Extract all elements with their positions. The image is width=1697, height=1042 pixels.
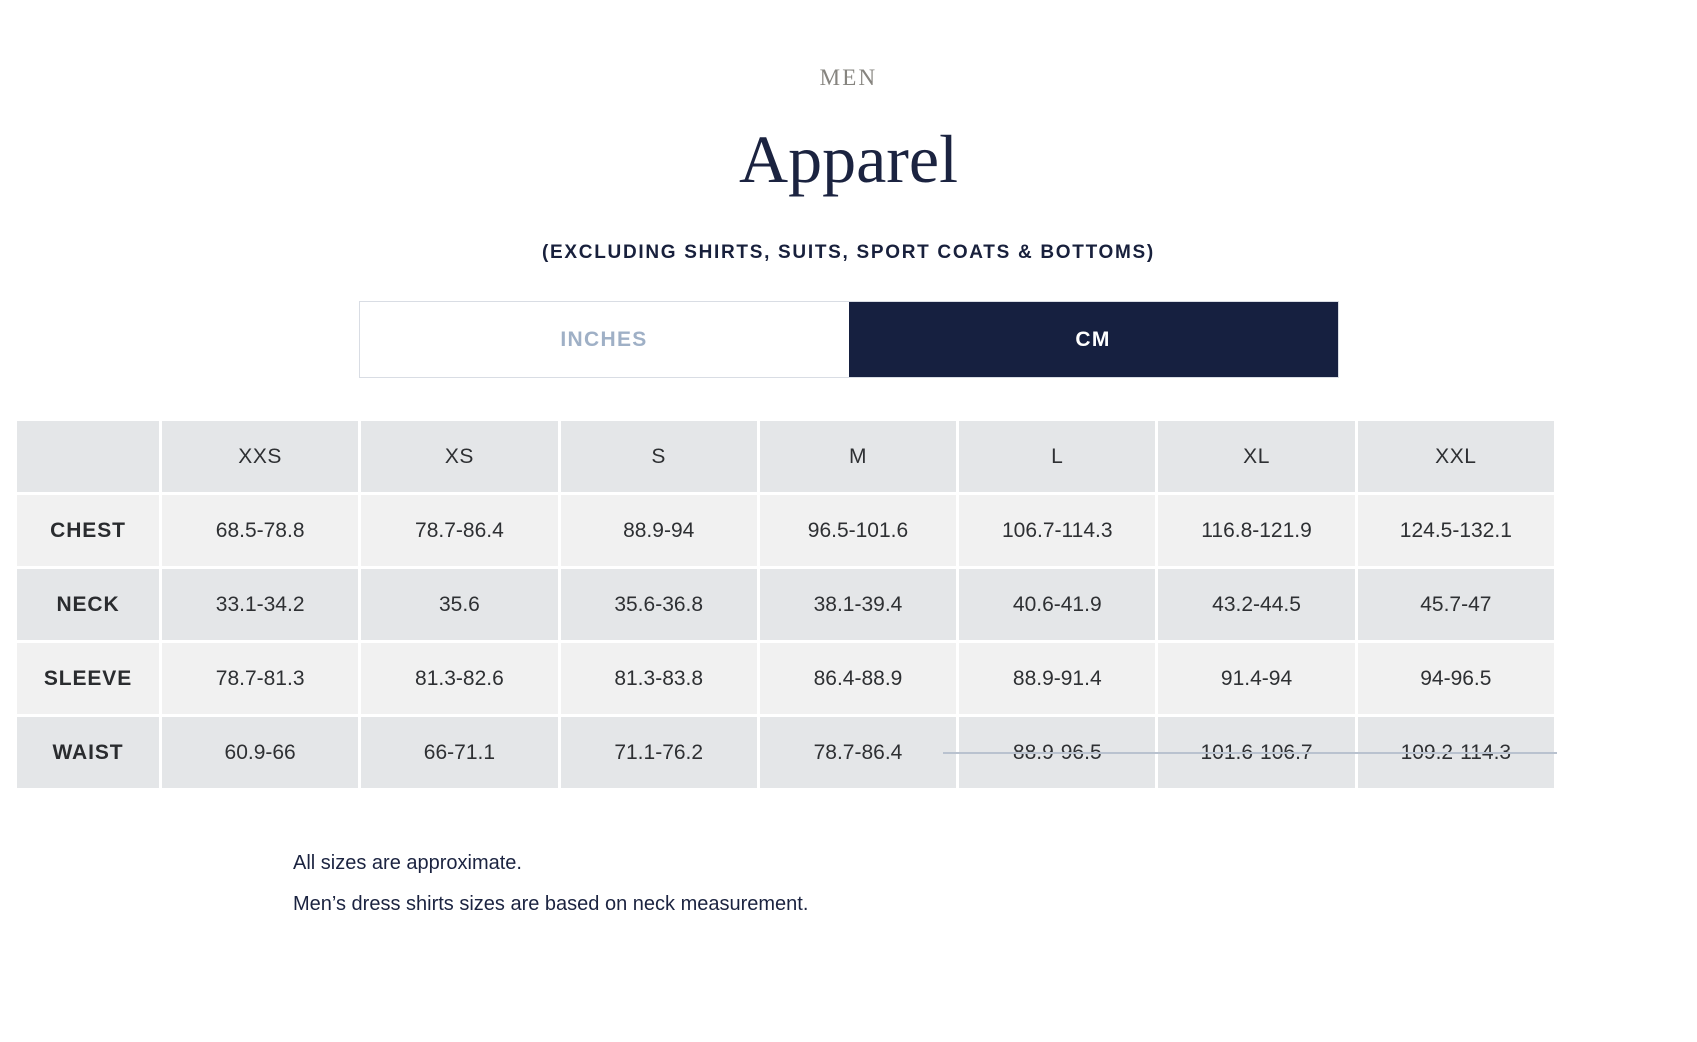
cell-neck-xs: 35.6: [361, 569, 558, 640]
cell-sleeve-xs: 81.3-82.6: [361, 643, 558, 714]
cell-chest-l: 106.7-114.3: [959, 495, 1156, 566]
row-header-sleeve: SLEEVE: [17, 643, 159, 714]
row-header-waist: WAIST: [17, 717, 159, 788]
cell-chest-s: 88.9-94: [560, 495, 757, 566]
column-header-s: S: [560, 421, 757, 492]
table-row: SLEEVE 78.7-81.3 81.3-82.6 81.3-83.8 86.…: [17, 643, 1554, 714]
table-row: CHEST 68.5-78.8 78.7-86.4 88.9-94 96.5-1…: [17, 495, 1554, 566]
column-header-l: L: [959, 421, 1156, 492]
toggle-cm-button[interactable]: CM: [848, 302, 1338, 377]
cell-waist-m: 78.7-86.4: [759, 717, 957, 788]
page-header: MEN Apparel (EXCLUDING SHIRTS, SUITS, SP…: [0, 0, 1697, 262]
column-header-xl: XL: [1158, 421, 1355, 492]
size-table-header-row: XXS XS S M L XL XXL: [17, 421, 1554, 492]
note-dress-shirts: Men’s dress shirts sizes are based on ne…: [293, 893, 809, 915]
table-bottom-accent-rule: [943, 752, 1557, 754]
cell-sleeve-xxl: 94-96.5: [1357, 643, 1554, 714]
cell-neck-l: 40.6-41.9: [959, 569, 1156, 640]
cell-neck-xxs: 33.1-34.2: [162, 569, 359, 640]
table-row: NECK 33.1-34.2 35.6 35.6-36.8 38.1-39.4 …: [17, 569, 1554, 640]
note-approximate: All sizes are approximate.: [293, 852, 522, 874]
cell-waist-xs: 66-71.1: [361, 717, 558, 788]
column-header-m: M: [759, 421, 957, 492]
category-eyebrow: MEN: [819, 65, 878, 90]
cell-neck-m: 38.1-39.4: [759, 569, 957, 640]
toggle-inches-button[interactable]: INCHES: [359, 302, 849, 377]
cell-neck-xl: 43.2-44.5: [1158, 569, 1355, 640]
size-table: XXS XS S M L XL XXL CHEST 68.5-78.8 78.7…: [14, 418, 1557, 791]
column-header-xs: XS: [361, 421, 558, 492]
table-corner-cell: [17, 421, 159, 492]
size-table-head: XXS XS S M L XL XXL: [17, 421, 1554, 492]
footnotes: All sizes are approximate. Men’s dress s…: [0, 853, 1697, 914]
row-header-neck: NECK: [17, 569, 159, 640]
cell-sleeve-s: 81.3-83.8: [560, 643, 757, 714]
cell-chest-xxl: 124.5-132.1: [1357, 495, 1554, 566]
cell-waist-s: 71.1-76.2: [560, 717, 757, 788]
cell-neck-xxl: 45.7-47: [1357, 569, 1554, 640]
cell-chest-xxs: 68.5-78.8: [162, 495, 359, 566]
cell-sleeve-m: 86.4-88.9: [759, 643, 957, 714]
size-table-wrap: XXS XS S M L XL XXL CHEST 68.5-78.8 78.7…: [0, 418, 1697, 791]
row-header-chest: CHEST: [17, 495, 159, 566]
cell-waist-xxs: 60.9-66: [162, 717, 359, 788]
cell-chest-xs: 78.7-86.4: [361, 495, 558, 566]
cell-chest-xl: 116.8-121.9: [1158, 495, 1355, 566]
cell-sleeve-xl: 91.4-94: [1158, 643, 1355, 714]
column-header-xxl: XXL: [1357, 421, 1554, 492]
page-title: Apparel: [738, 121, 958, 197]
unit-toggle-wrap: INCHES CM: [0, 301, 1697, 378]
cell-chest-m: 96.5-101.6: [759, 495, 957, 566]
cell-sleeve-xxs: 78.7-81.3: [162, 643, 359, 714]
column-header-xxs: XXS: [162, 421, 359, 492]
page-subtitle: (EXCLUDING SHIRTS, SUITS, SPORT COATS & …: [542, 242, 1155, 263]
size-table-body: CHEST 68.5-78.8 78.7-86.4 88.9-94 96.5-1…: [17, 495, 1554, 788]
unit-toggle[interactable]: INCHES CM: [358, 301, 1339, 378]
cell-sleeve-l: 88.9-91.4: [959, 643, 1156, 714]
cell-neck-s: 35.6-36.8: [560, 569, 757, 640]
